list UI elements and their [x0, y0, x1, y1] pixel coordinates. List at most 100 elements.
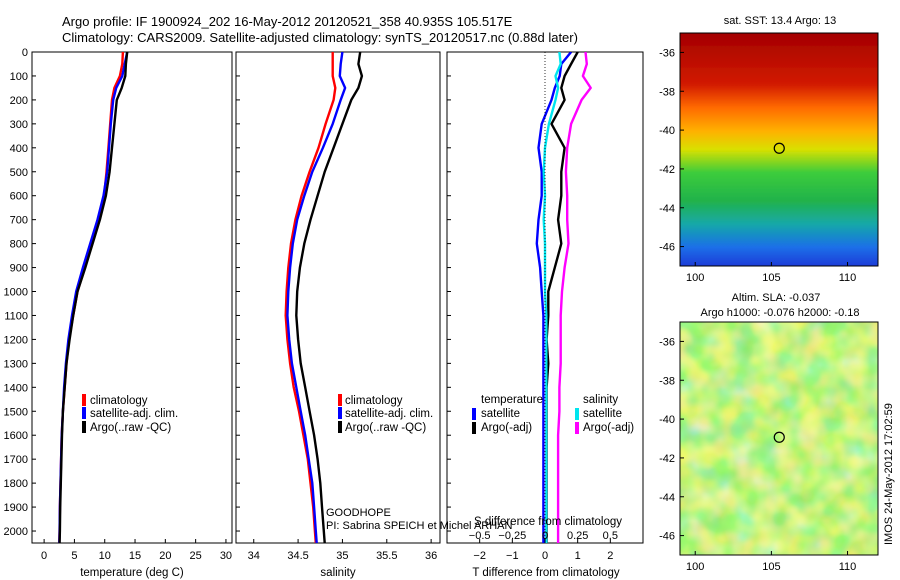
legend-label-satellite: satellite-adj. clim. [345, 408, 433, 420]
x-tick-label: 34 [248, 550, 260, 562]
lat-tick-label: -38 [659, 86, 675, 98]
lat-tick-label: -46 [659, 242, 675, 254]
x-tick-label: 20 [159, 550, 171, 562]
depth-tick-label: 400 [10, 143, 28, 155]
depth-axis: 0 100 200 300 400 500 600 700 800 900 1000 1100 1200… [4, 47, 28, 538]
temperature-legend: climatology satellite-adj. clim. Argo(..… [82, 394, 178, 434]
depth-tick-label: 200 [10, 95, 28, 107]
depth-tick-label: 700 [10, 215, 28, 227]
legend-label-s-satellite: satellite [583, 408, 622, 420]
depth-tick-label: 1000 [4, 287, 28, 299]
series-line-satellite-adj-clim- [286, 52, 347, 543]
x-tick-label: 5 [71, 550, 77, 562]
depth-tick-label: 1600 [4, 430, 28, 442]
salinity-legend: climatology satellite-adj. clim. Argo(..… [338, 394, 433, 434]
depth-tick-label: 300 [10, 119, 28, 131]
x-tick-label: 30 [220, 550, 232, 562]
difference-legend: temperature salinity satellite Argo(-adj… [472, 394, 634, 434]
difference-series [535, 52, 592, 543]
top-x-tick-label: 0.25 [567, 530, 588, 542]
depth-tick-label: 1700 [4, 454, 28, 466]
x-tick-label: 0 [542, 550, 548, 562]
legend-swatch-argo [82, 421, 86, 433]
x-tick-label: −1 [506, 550, 519, 562]
depth-tick-label: 1900 [4, 502, 28, 514]
top-x-tick-label: −0.25 [498, 530, 526, 542]
project-name: GOODHOPE [326, 507, 391, 519]
series-line-argo-raw-qc- [58, 52, 129, 543]
legend-label-climatology: climatology [345, 395, 403, 407]
series-line-satellite [535, 52, 573, 543]
chart-title-line1: Argo profile: IF 1900924_202 16-May-2012… [62, 14, 513, 29]
lat-tick-label: -36 [659, 47, 675, 59]
lat-tick-label: -44 [659, 492, 675, 504]
series-line-satellite [542, 52, 562, 543]
depth-tick-label: 500 [10, 167, 28, 179]
lon-tick-label: 100 [686, 561, 704, 573]
legend-label-argo: Argo(..raw -QC) [345, 422, 426, 434]
difference-top-x-label: S difference from climatology [474, 516, 622, 528]
depth-tick-label: 100 [10, 71, 28, 83]
legend-swatch-climatology [338, 394, 342, 406]
depth-tick-label: 1800 [4, 478, 28, 490]
depth-tick-label: 1500 [4, 406, 28, 418]
depth-ticks [32, 51, 451, 532]
lon-tick-label: 105 [762, 272, 780, 284]
sst-field [680, 33, 878, 266]
legend-title-temperature: temperature [481, 394, 543, 406]
lat-tick-label: -36 [659, 336, 675, 348]
temperature-x-label: temperature (deg C) [80, 567, 184, 579]
lat-tick-label: -42 [659, 453, 675, 465]
legend-swatch-climatology [82, 394, 86, 406]
sla-map-axes: -36 -38 -40 -42 -44 -46 100 105 110 [659, 336, 856, 573]
depth-tick-label: 600 [10, 191, 28, 203]
sla-map-title: Altim. SLA: -0.037 [732, 292, 821, 304]
lat-tick-label: -44 [659, 203, 675, 215]
x-tick-label: −2 [473, 550, 486, 562]
salinity-series [284, 52, 364, 543]
x-tick-label: 36 [425, 550, 437, 562]
sla-map [679, 321, 879, 556]
difference-x-label: T difference from climatology [472, 567, 619, 579]
x-tick-label: 34.5 [287, 550, 308, 562]
temperature-series [58, 52, 129, 543]
legend-label-climatology: climatology [90, 395, 148, 407]
sst-map [679, 32, 879, 267]
temperature-plot-frame [31, 51, 233, 544]
argo-position-marker [773, 431, 785, 443]
x-tick-label: 35.5 [376, 550, 397, 562]
legend-swatch-satellite [82, 407, 86, 419]
argo-position-marker [773, 142, 785, 154]
chart-title-line2: Climatology: CARS2009. Satellite-adjuste… [62, 30, 578, 45]
legend-label-argo: Argo(..raw -QC) [90, 422, 171, 434]
legend-swatch-argo [338, 421, 342, 433]
lon-tick-label: 105 [762, 561, 780, 573]
legend-label-t-argo: Argo(-adj) [481, 422, 532, 434]
depth-tick-label: 1400 [4, 382, 28, 394]
x-tick-label: 15 [129, 550, 141, 562]
salinity-x-label: salinity [320, 567, 355, 579]
legend-swatch-satellite [338, 407, 342, 419]
depth-tick-label: 1100 [4, 310, 28, 322]
legend-swatch-s-satellite [575, 408, 579, 420]
sst-map-title: sat. SST: 13.4 Argo: 13 [724, 15, 837, 27]
sla-map-frame [679, 321, 879, 556]
legend-swatch-s-argo [575, 422, 579, 434]
temperature-x-ticks: 0 5 10 15 20 25 30 [41, 539, 232, 562]
difference-x-ticks: −2 −1 0 1 2 −0.5 −0.25 0 0.25 0.5 [469, 530, 618, 562]
legend-label-t-satellite: satellite [481, 408, 520, 420]
x-tick-label: 10 [99, 550, 111, 562]
series-line-argo-raw-qc- [295, 52, 364, 543]
top-x-tick-label: 0.5 [603, 530, 618, 542]
legend-title-salinity: salinity [583, 394, 618, 406]
top-x-tick-label: −0.5 [469, 530, 491, 542]
depth-tick-label: 1200 [4, 334, 28, 346]
lat-tick-label: -38 [659, 375, 675, 387]
lon-tick-label: 110 [839, 272, 857, 284]
lat-tick-label: -46 [659, 531, 675, 543]
x-tick-label: 35 [336, 550, 348, 562]
sla-map-subtitle: Argo h1000: -0.076 h2000: -0.18 [700, 307, 859, 319]
sst-map-frame [679, 32, 879, 267]
x-tick-label: 0 [41, 550, 47, 562]
